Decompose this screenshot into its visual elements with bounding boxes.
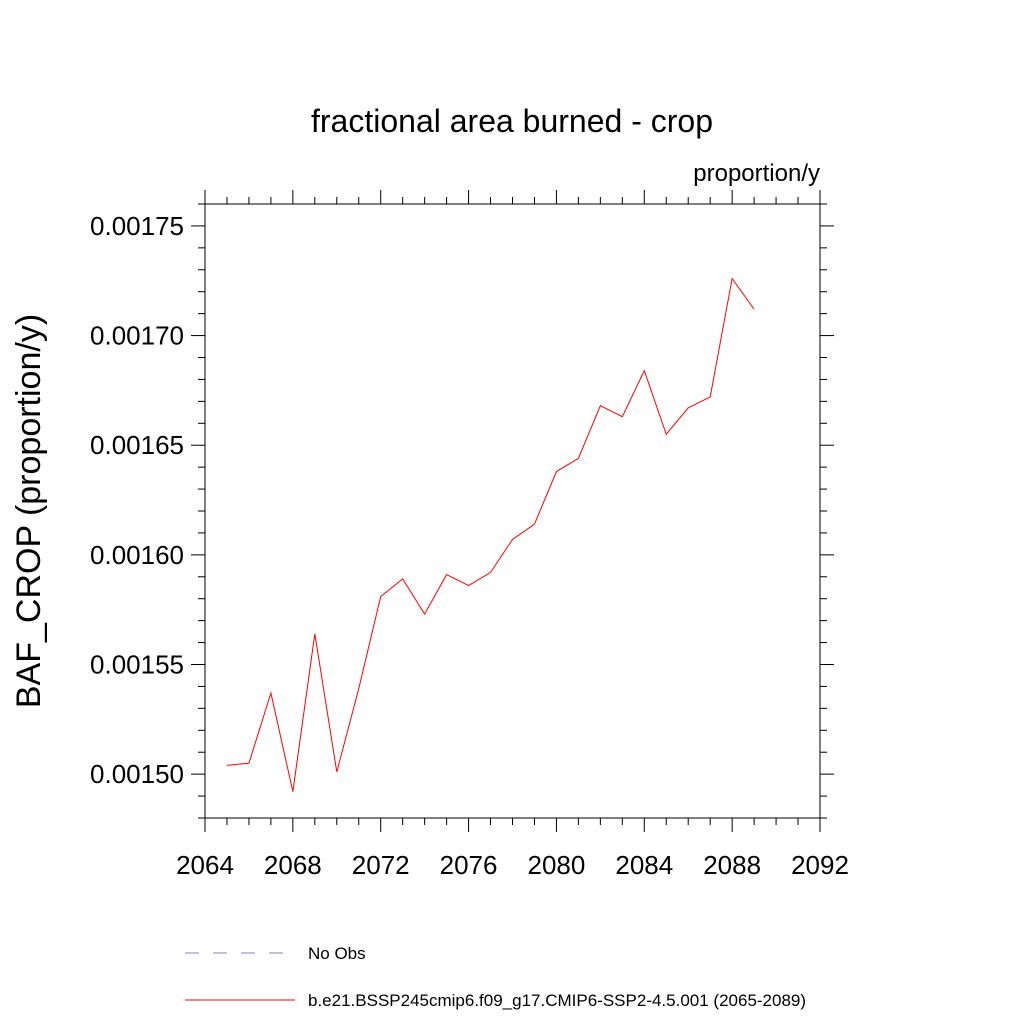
y-axis: 0.00150 0.00155 0.00160 0.00165 0.00170 0.001… <box>90 203 834 819</box>
chart-units: proportion/y <box>693 160 820 187</box>
x-tick-label: 2092 <box>791 850 849 880</box>
legend: No Obs b.e21.BSSP245cmip6.f09_g17.CMIP6-… <box>185 944 806 1010</box>
chart-title: fractional area burned - crop <box>311 103 713 139</box>
legend-label-no-obs: No Obs <box>308 944 366 963</box>
legend-label-ssp245: b.e21.BSSP245cmip6.f09_g17.CMIP6-SSP2-4.… <box>308 991 806 1010</box>
y-tick-label: 0.00175 <box>90 211 184 241</box>
y-tick-label: 0.00150 <box>90 759 184 789</box>
x-tick-label: 2084 <box>615 850 673 880</box>
x-tick-label: 2072 <box>352 850 410 880</box>
y-tick-label: 0.00170 <box>90 321 184 351</box>
x-axis: 2064 2068 2072 2076 2080 2084 2088 2092 <box>176 190 849 880</box>
x-tick-label: 2080 <box>528 850 586 880</box>
series-line <box>226 277 755 792</box>
x-tick-label: 2064 <box>176 850 234 880</box>
y-tick-label: 0.00165 <box>90 430 184 460</box>
series-layer <box>226 277 755 792</box>
y-tick-label: 0.00155 <box>90 650 184 680</box>
plot-frame <box>204 203 821 819</box>
x-tick-label: 2088 <box>703 850 761 880</box>
y-tick-label: 0.00160 <box>90 540 184 570</box>
x-tick-label: 2076 <box>440 850 498 880</box>
x-tick-label: 2068 <box>264 850 322 880</box>
y-axis-label: BAF_CROP (proportion/y) <box>10 314 48 708</box>
